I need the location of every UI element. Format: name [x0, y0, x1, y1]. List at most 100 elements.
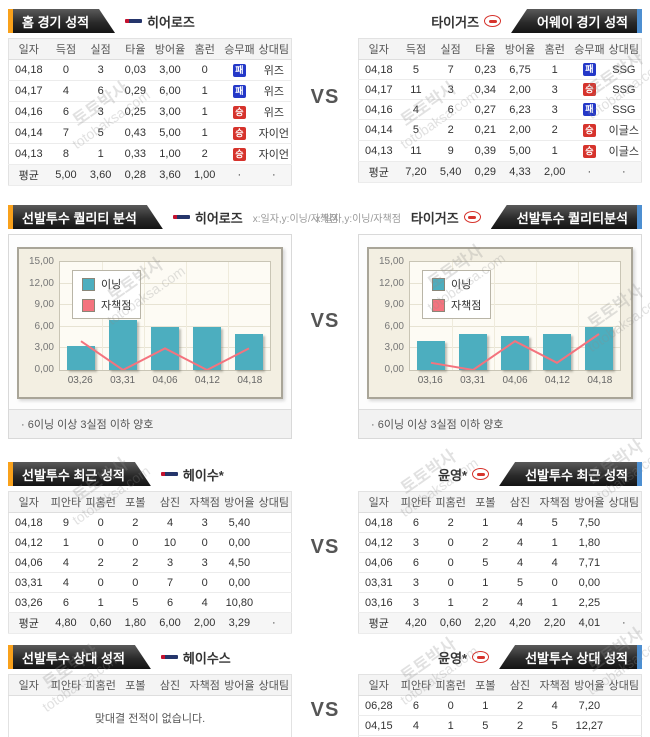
table-avg-row: 평균 7,20 5,40 0,29 4,33 2,00 · · — [358, 161, 642, 183]
table-cell: 9 — [48, 512, 84, 533]
table-cell: 0,28 — [117, 164, 153, 186]
table-cell: 상대팀 — [606, 38, 642, 60]
table-cell: 2,00 — [537, 161, 573, 183]
heroes-logo-icon — [160, 472, 178, 476]
y-tick-label: 3,00 — [34, 342, 54, 354]
table-cell: 2,20 — [537, 612, 573, 634]
table-cell: 방어율 — [572, 491, 607, 513]
table-row: 04,14 7 5 0,43 5,00 1 승 자이언 — [8, 122, 292, 144]
table-cell: 2 — [117, 552, 153, 573]
table-cell: 평균 — [8, 164, 49, 186]
table-cell: 0 — [117, 572, 153, 593]
table-cell: 0,00 — [572, 572, 607, 593]
table-cell: · — [256, 164, 292, 186]
x-tick-label: 03,16 — [417, 375, 443, 386]
table-cell: 04,18 — [8, 512, 49, 533]
table-cell: 타율 — [117, 38, 153, 60]
table-cell: 실점 — [433, 38, 468, 60]
table-cell: 03,16 — [358, 735, 399, 737]
table-row: 04,13 8 1 0,33 1,00 2 승 자이언 — [8, 143, 292, 165]
innings-bar — [67, 346, 95, 370]
vs-record-row: 선발투수 상대 성적 헤이수스 일자 피안타 피홈런 포볼 삼진 자책점 방어율 상대팀 맞대결… — [0, 644, 650, 737]
innings-bar — [109, 319, 137, 370]
table-cell: 삼진 — [152, 491, 188, 513]
panel-header: 선발투수 상대 성적 헤이수스 — [8, 644, 292, 670]
table-cell: SSG — [606, 79, 642, 100]
table-cell: 03,26 — [8, 592, 49, 613]
table-cell: 3 — [537, 99, 573, 120]
heroes-logo-icon — [125, 19, 143, 23]
y-tick-label: 12,00 — [378, 277, 404, 289]
vs-divider: VS — [292, 644, 358, 737]
pitcher-name: 헤이수* — [182, 467, 224, 483]
table-cell: 4,50 — [222, 552, 257, 573]
table-cell: 6 — [398, 695, 434, 716]
table-cell: 04,18 — [358, 512, 399, 533]
table-cell: 위즈 — [256, 101, 292, 123]
table-cell: 4 — [152, 512, 188, 533]
table-avg-row: 평균 4,80 0,60 1,80 6,00 2,00 3,29 · — [8, 612, 292, 634]
table-cell: 1,00 — [152, 143, 188, 165]
x-axis: 03,26 03,31 04,06 04,12 04,18 — [59, 375, 271, 391]
legend-item: 자책점 — [432, 297, 481, 313]
legend-label: 이닝 — [101, 279, 122, 291]
x-tick-label: 04,12 — [544, 375, 570, 386]
table-cell: 5 — [537, 715, 573, 736]
gridline — [60, 325, 270, 327]
x-tick-label: 04,12 — [194, 375, 220, 386]
table-cell: 평균 — [358, 161, 399, 183]
pitcher-name: 윤영* — [438, 467, 468, 483]
table-cell: 자책점 — [537, 491, 573, 513]
team-name: 히어로즈 — [147, 14, 195, 30]
table-cell: · — [222, 164, 257, 186]
table-cell: 1,80 — [572, 532, 607, 553]
stat-table: 일자 득점 실점 타율 방어율 홈런 승무패 상대팀 04,18 0 3 0,03 3,00 0 패 위즈 04… — [8, 38, 292, 186]
table-row: 03,16201700,00 — [358, 735, 642, 737]
panel-title: 어웨이 경기 성적 — [537, 14, 628, 30]
table-row: 04,18 5 7 0,23 6,75 1 패 SSG — [358, 59, 642, 80]
gridline — [536, 262, 537, 370]
earned-runs-line — [60, 262, 270, 370]
table-row: 04,17 11 3 0,34 2,00 3 승 SSG — [358, 79, 642, 100]
y-tick-label: 3,00 — [384, 342, 404, 354]
blue-accent-bar — [637, 9, 642, 33]
legend-label: 이닝 — [451, 279, 472, 291]
table-cell: 실점 — [83, 38, 118, 60]
quality-row: 선발투수 퀄리티 분석 히어로즈 x:일자,y:이닝/자책점 15,00 12,0… — [0, 204, 650, 439]
table-cell: 3 — [83, 59, 118, 81]
table-row: 04,06 6 0 5 4 4 7,71 — [358, 552, 642, 573]
table-cell: 2,00 — [502, 79, 538, 100]
away-pitcher-vs-table: 일자 피안타 피홈런 포볼 삼진 자책점 방어율 상대팀 06,28 6 0 1 2 4 7,20 04,15… — [358, 674, 642, 737]
table-cell: 2 — [398, 735, 434, 737]
table-cell: 4 — [187, 592, 223, 613]
table-cell: 0,27 — [467, 99, 503, 120]
table-cell: 5 — [537, 512, 573, 533]
home-record-table: 일자 득점 실점 타율 방어율 홈런 승무패 상대팀 04,18 0 3 0,03 3,00 0 패 위즈 04… — [8, 38, 292, 186]
table-cell: 포볼 — [467, 674, 503, 696]
loss-badge: 패 — [582, 63, 596, 76]
table-cell: 1 — [537, 59, 573, 80]
table-cell: 0,00 — [222, 532, 257, 553]
table-cell: 0 — [83, 572, 118, 593]
table-cell: 승무패 — [222, 38, 257, 60]
table-cell: 2,20 — [467, 612, 503, 634]
pitcher-name: 헤이수스 — [182, 650, 231, 666]
empty-message-row: 맞대결 전적이 없습니다. — [8, 695, 292, 737]
win-badge: 승 — [232, 126, 246, 140]
table-cell: · — [606, 161, 642, 183]
table-cell: 피홈런 — [433, 674, 468, 696]
table-cell: 6,00 — [152, 612, 188, 634]
table-cell: 5,00 — [48, 164, 84, 186]
table-cell — [256, 592, 292, 613]
table-cell: 방어율 — [572, 674, 607, 696]
table-cell: 4 — [48, 572, 84, 593]
panel-header: 홈 경기 성적 히어로즈 — [8, 8, 292, 34]
table-cell: SSG — [606, 59, 642, 80]
table-cell: 1 — [187, 101, 223, 123]
table-cell: 04,12 — [358, 532, 399, 553]
team-label: 타이거즈 — [431, 12, 502, 31]
table-cell: 5 — [117, 592, 153, 613]
panel-header: 타이거즈 어웨이 경기 성적 — [358, 8, 642, 34]
table-cell: 2 — [433, 512, 468, 533]
